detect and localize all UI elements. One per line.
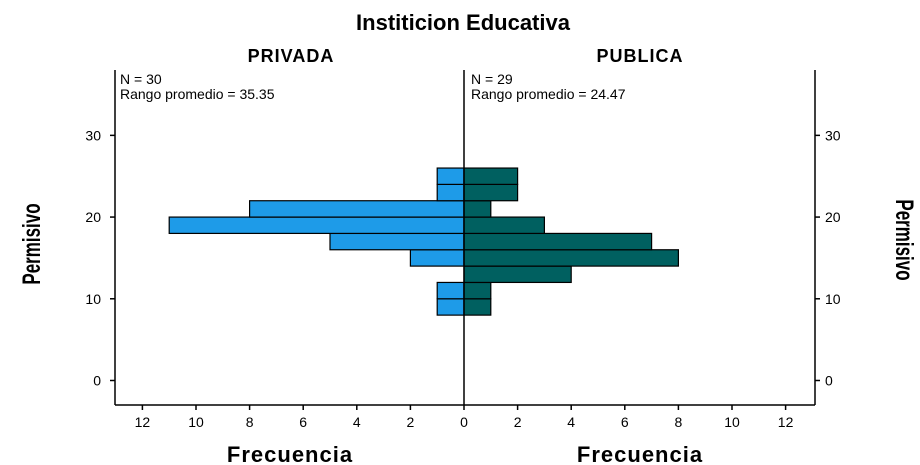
privada-bar	[329, 232, 465, 251]
y-ticks-left: 0 10 20 30	[85, 127, 115, 388]
privada-bar	[436, 298, 465, 316]
panel-title-privada: PRIVADA	[248, 46, 335, 66]
x-tick-label: 8	[675, 414, 683, 430]
y-axis-label-left: Permisivo	[18, 203, 46, 284]
x-tick-label: 2	[407, 414, 415, 430]
x-tick-label: 2	[514, 414, 522, 430]
privada-bar	[436, 167, 465, 185]
x-tick-label: 4	[567, 414, 575, 430]
publica-bar	[463, 249, 679, 267]
publica-bar	[463, 281, 492, 300]
x-axis-label-left: Frecuencia	[227, 442, 353, 465]
x-tick-label: 6	[299, 414, 307, 430]
y-tick-label: 0	[825, 372, 833, 388]
x-tick-label: 8	[246, 414, 254, 430]
privada-rank-label: Rango promedio = 35.35	[120, 86, 275, 102]
privada-bars	[168, 167, 465, 316]
y-axis-label-right: Permisivo	[890, 199, 918, 280]
y-tick-label: 0	[93, 372, 101, 388]
x-ticks: 12 12 10 10 8 8 6 6 4 4 2 2 0	[135, 405, 794, 430]
y-tick-label: 30	[825, 127, 841, 143]
privada-bar	[409, 249, 465, 267]
x-tick-label: 10	[188, 414, 204, 430]
publica-bars	[463, 167, 679, 316]
publica-rank-label: Rango promedio = 24.47	[471, 86, 626, 102]
privada-bar	[436, 281, 465, 300]
publica-bar	[463, 298, 492, 316]
publica-bar	[463, 200, 492, 218]
x-tick-label: 12	[778, 414, 794, 430]
y-tick-label: 20	[825, 209, 841, 225]
y-ticks-right: 0 10 20 30	[815, 127, 841, 388]
x-tick-label: 12	[135, 414, 151, 430]
panel-title-publica: PUBLICA	[597, 46, 684, 66]
privada-bar	[436, 183, 465, 202]
x-tick-label: 4	[353, 414, 361, 430]
y-tick-label: 30	[85, 127, 101, 143]
privada-n-label: N = 30	[120, 71, 162, 87]
publica-bar	[463, 232, 653, 251]
publica-bar	[463, 216, 546, 235]
x-axis-label-right: Frecuencia	[577, 442, 703, 465]
publica-bar	[463, 183, 519, 202]
x-tick-label: 10	[724, 414, 740, 430]
publica-n-label: N = 29	[471, 71, 513, 87]
publica-bar	[463, 167, 519, 185]
chart-title: Institicion Educativa	[356, 10, 571, 35]
publica-bar	[463, 265, 572, 284]
privada-bar	[168, 216, 465, 235]
privada-bar	[249, 200, 465, 218]
y-tick-label: 20	[85, 209, 101, 225]
y-tick-label: 10	[825, 291, 841, 307]
x-tick-label: 6	[621, 414, 629, 430]
x-tick-label: 0	[460, 414, 468, 430]
axes	[114, 70, 816, 406]
y-tick-label: 10	[85, 291, 101, 307]
